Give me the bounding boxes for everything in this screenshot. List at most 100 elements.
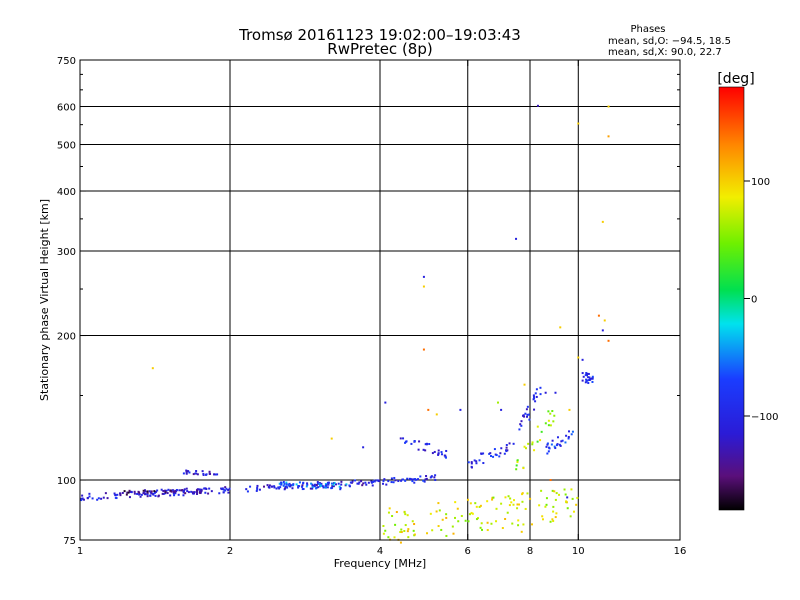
data-point	[182, 490, 185, 493]
data-point	[183, 488, 186, 491]
data-point	[169, 489, 172, 492]
data-point	[494, 453, 497, 456]
data-point	[559, 326, 562, 329]
data-point	[586, 379, 589, 382]
data-point	[505, 443, 508, 446]
data-point	[102, 496, 105, 499]
data-point	[408, 477, 411, 480]
data-point	[149, 494, 152, 497]
colorbar	[719, 87, 744, 510]
data-point	[553, 445, 556, 448]
data-point	[146, 490, 149, 493]
data-point	[545, 497, 548, 500]
data-point	[301, 485, 304, 488]
data-point	[395, 511, 398, 514]
data-point	[97, 497, 100, 500]
data-point	[313, 483, 316, 486]
data-point	[96, 498, 99, 501]
data-point	[113, 492, 116, 495]
data-point	[424, 449, 427, 452]
data-point	[499, 452, 502, 455]
data-point	[225, 487, 228, 490]
data-point	[467, 461, 470, 464]
data-point	[435, 413, 438, 416]
data-point	[475, 505, 478, 508]
data-point	[486, 529, 489, 532]
data-point	[533, 449, 536, 452]
data-point	[413, 481, 416, 484]
data-point	[426, 532, 429, 535]
data-point	[558, 493, 561, 496]
data-point	[553, 490, 556, 493]
data-point	[392, 481, 395, 484]
data-point	[560, 440, 563, 443]
data-point	[224, 489, 227, 492]
data-point	[480, 452, 483, 455]
data-point	[208, 487, 211, 490]
data-point	[177, 493, 180, 496]
phase-info-title: Phases	[630, 24, 665, 35]
data-point	[390, 477, 393, 480]
data-point	[172, 492, 175, 495]
data-point	[207, 492, 210, 495]
data-point	[114, 496, 117, 499]
data-point	[382, 532, 385, 535]
data-point	[333, 481, 336, 484]
data-point	[555, 444, 558, 447]
data-point	[153, 490, 156, 493]
data-point	[576, 496, 579, 499]
data-point	[340, 480, 343, 483]
data-point	[470, 462, 473, 465]
data-point	[255, 489, 258, 492]
data-point	[437, 449, 440, 452]
data-point	[208, 470, 211, 473]
data-point	[471, 512, 474, 515]
data-point	[435, 510, 438, 513]
data-point	[428, 443, 431, 446]
data-point	[331, 484, 334, 487]
data-point	[315, 487, 318, 490]
data-point	[489, 452, 492, 455]
data-point	[175, 488, 178, 491]
data-point	[505, 450, 508, 453]
data-point	[457, 520, 460, 523]
x-tick-label: 2	[227, 546, 233, 557]
data-point	[498, 455, 501, 458]
x-tick-label: 10	[572, 546, 585, 557]
data-point	[403, 529, 406, 532]
data-point	[365, 483, 368, 486]
data-point	[222, 488, 225, 491]
data-point	[491, 496, 494, 499]
data-point	[407, 528, 410, 531]
data-point	[571, 430, 574, 433]
data-point	[155, 490, 158, 493]
data-point	[515, 468, 518, 471]
data-point	[178, 489, 181, 492]
data-point	[292, 483, 295, 486]
data-point	[414, 478, 417, 481]
data-point	[531, 523, 534, 526]
data-point	[520, 420, 523, 423]
data-point	[311, 483, 314, 486]
data-point	[419, 475, 422, 478]
data-point	[187, 491, 190, 494]
data-point	[445, 449, 448, 452]
data-point	[526, 492, 529, 495]
data-point	[572, 510, 575, 513]
data-point	[529, 497, 532, 500]
data-point	[577, 122, 580, 125]
data-point	[121, 491, 124, 494]
data-point	[522, 414, 525, 417]
data-point	[431, 529, 434, 532]
data-point	[581, 379, 584, 382]
data-point	[577, 356, 580, 359]
data-point	[156, 489, 159, 492]
data-point	[607, 339, 610, 342]
data-point	[490, 522, 493, 525]
data-point	[445, 516, 448, 519]
data-point	[376, 479, 379, 482]
data-point	[256, 484, 259, 487]
data-point	[144, 490, 147, 493]
data-point	[444, 456, 447, 459]
